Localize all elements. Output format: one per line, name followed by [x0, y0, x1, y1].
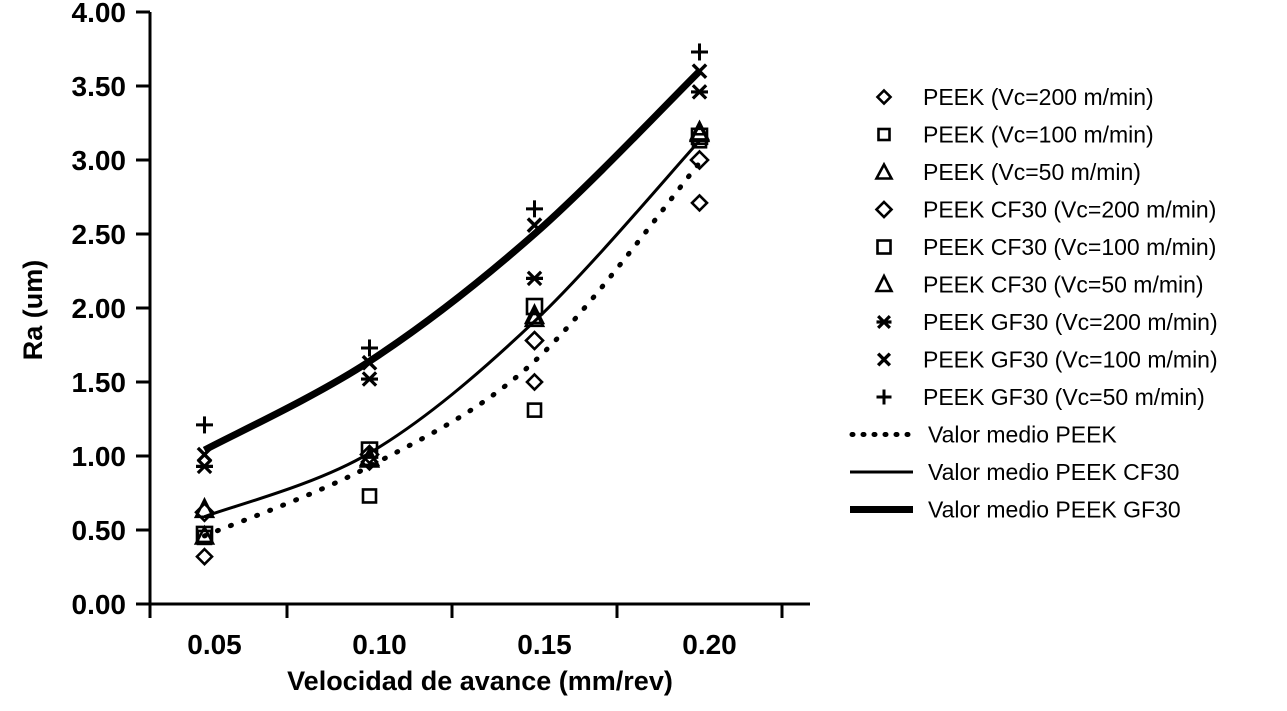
data-point — [688, 119, 711, 141]
legend-item[interactable]: PEEK CF30 (Vc=200 m/min) — [874, 197, 1217, 223]
data-point — [196, 416, 213, 434]
y-tick-marks — [136, 10, 150, 606]
x-tick-label: 0.05 — [187, 629, 242, 660]
legend-item[interactable]: PEEK (Vc=50 m/min) — [874, 159, 1141, 185]
legend-item[interactable]: Valor medio PEEK GF30 — [850, 497, 1181, 523]
y-tick-label: 4.00 — [72, 0, 127, 28]
legend-item[interactable]: PEEK GF30 (Vc=100 m/min) — [876, 347, 1218, 373]
data-point — [690, 193, 709, 213]
x-tick-label: 0.20 — [682, 629, 737, 660]
data-point — [358, 446, 381, 468]
y-tick-labels: 0.00 0.50 1.00 1.50 2.00 2.50 3.00 3.50 4.00 — [72, 0, 127, 620]
legend-item[interactable]: PEEK GF30 (Vc=50 m/min) — [876, 384, 1205, 410]
legend-open-diamond-icon — [875, 88, 893, 106]
trend-lines-group — [202, 68, 702, 539]
data-point — [691, 84, 708, 100]
y-tick-label: 2.00 — [72, 293, 127, 324]
data-point — [361, 354, 378, 371]
legend-item-label: PEEK GF30 (Vc=200 m/min) — [923, 309, 1218, 335]
legend-item-label: Valor medio PEEK CF30 — [928, 459, 1179, 485]
legend-open-square-icon — [877, 127, 891, 142]
data-markers-group — [193, 43, 711, 566]
y-tick-label: 1.50 — [72, 367, 127, 398]
legend-solid-triangle-icon — [874, 273, 894, 293]
x-tick-labels: 0.05 0.10 0.15 0.20 — [187, 629, 737, 660]
y-tick-label: 3.50 — [72, 71, 127, 102]
legend-plus-icon — [876, 389, 892, 405]
data-point — [193, 496, 216, 519]
x-tick-marks — [148, 604, 784, 618]
legend-item-label: PEEK GF30 (Vc=100 m/min) — [923, 347, 1218, 373]
data-point — [525, 297, 544, 316]
data-point — [526, 200, 543, 218]
y-axis-title: Ra (um) — [18, 260, 48, 361]
data-point — [195, 547, 214, 566]
data-point — [193, 524, 216, 545]
data-point — [359, 444, 380, 465]
data-point — [691, 43, 708, 61]
legend-item-label: PEEK (Vc=200 m/min) — [923, 84, 1154, 110]
y-tick-label: 0.00 — [72, 589, 127, 620]
data-point — [523, 302, 546, 325]
legend-item[interactable]: PEEK (Vc=100 m/min) — [877, 122, 1154, 148]
y-tick-label: 2.50 — [72, 219, 127, 250]
legend-open-triangle-icon — [874, 161, 894, 180]
legend-item-label: PEEK CF30 (Vc=200 m/min) — [923, 197, 1216, 223]
x-tick-label: 0.15 — [517, 629, 572, 660]
data-point — [361, 339, 378, 357]
data-point — [689, 149, 710, 171]
trend-line — [202, 160, 702, 539]
data-point — [526, 217, 543, 233]
trend-line — [202, 68, 702, 454]
y-tick-label: 1.00 — [72, 441, 127, 472]
legend-item[interactable]: PEEK (Vc=200 m/min) — [875, 84, 1154, 110]
x-tick-label: 0.10 — [352, 629, 407, 660]
legend-item[interactable]: PEEK CF30 (Vc=50 m/min) — [874, 272, 1204, 298]
legend-item-label: Valor medio PEEK — [928, 422, 1117, 448]
y-tick-label: 3.00 — [72, 145, 127, 176]
data-point — [525, 372, 544, 392]
data-point — [691, 63, 708, 80]
legend-asterisk-icon — [876, 315, 892, 329]
x-axis-title: Velocidad de avance (mm/rev) — [287, 666, 673, 696]
legend-item[interactable]: Valor medio PEEK CF30 — [850, 459, 1179, 485]
data-point — [195, 525, 214, 544]
legend-solid-square-icon — [876, 239, 892, 255]
legend-item-label: PEEK CF30 (Vc=100 m/min) — [923, 234, 1216, 260]
data-point — [361, 488, 378, 504]
legend-solid-diamond-icon — [874, 200, 894, 219]
legend-item-label: PEEK GF30 (Vc=50 m/min) — [923, 384, 1205, 410]
axes-group — [148, 12, 810, 606]
legend-item[interactable]: PEEK CF30 (Vc=100 m/min) — [876, 234, 1217, 260]
y-tick-label: 0.50 — [72, 515, 127, 546]
data-point — [196, 458, 213, 475]
trend-line — [203, 139, 701, 519]
legend-item-label: Valor medio PEEK GF30 — [928, 497, 1181, 523]
data-point — [360, 441, 379, 459]
data-point — [524, 330, 545, 351]
data-point — [196, 446, 213, 463]
data-point — [361, 371, 378, 387]
chart-legend: PEEK (Vc=200 m/min) PEEK (Vc=100 m/min) PE… — [849, 84, 1218, 523]
data-point — [526, 270, 543, 287]
legend-cross-x-icon — [876, 352, 892, 367]
data-point — [523, 307, 546, 328]
legend-item-label: PEEK (Vc=50 m/min) — [923, 159, 1141, 185]
legend-item[interactable]: PEEK GF30 (Vc=200 m/min) — [876, 309, 1218, 335]
legend-item-label: PEEK (Vc=100 m/min) — [923, 122, 1154, 148]
legend-item-label: PEEK CF30 (Vc=50 m/min) — [923, 272, 1204, 298]
legend-item[interactable]: Valor medio PEEK — [849, 422, 1117, 448]
data-point — [526, 402, 543, 418]
